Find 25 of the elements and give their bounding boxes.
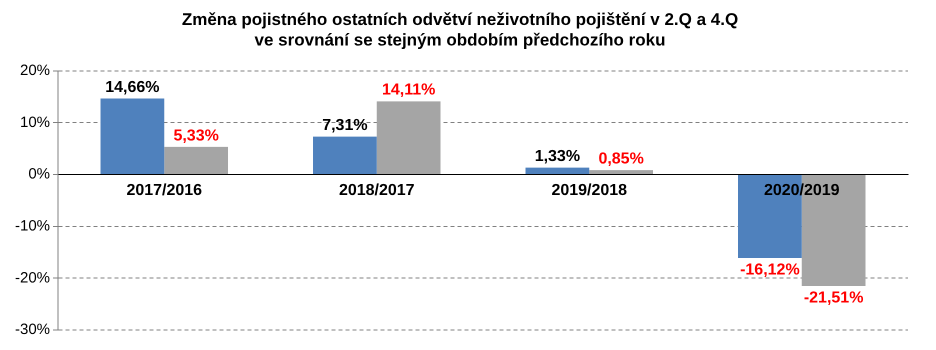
y-tick-label: -30%: [14, 321, 50, 338]
x-tick-label: 2018/2017: [338, 182, 415, 199]
y-tick-label: 20%: [20, 62, 50, 79]
data-label: 14,11%: [382, 82, 436, 99]
data-label: 1,33%: [534, 148, 580, 165]
x-tick-label: 2020/2019: [764, 182, 840, 199]
bar: [313, 136, 377, 174]
y-tick-label: -20%: [14, 269, 50, 286]
x-tick-label: 2017/2016: [126, 182, 202, 199]
y-tick-label: 0%: [28, 166, 50, 183]
x-tick-label: 2019/2018: [551, 182, 628, 199]
chart-title: Změna pojistného ostatních odvětví neživotního pojištění v 2.Q a 4.Q ve srovnání se stejným obdobím předchozího roku: [182, 10, 738, 50]
data-label: -21,51%: [804, 289, 864, 306]
data-label: 0,85%: [598, 150, 644, 168]
bar: [100, 98, 164, 174]
data-label: -16,12%: [740, 261, 800, 278]
bar: [589, 170, 654, 174]
data-label: 5,33%: [173, 127, 219, 144]
y-tick-label: -10%: [14, 217, 50, 234]
bar: [526, 168, 590, 174]
data-label: 7,31%: [322, 116, 368, 134]
y-tick-label: 10%: [20, 114, 50, 131]
bar: [376, 101, 441, 174]
bar: [164, 146, 228, 174]
data-label: 14,66%: [105, 78, 160, 96]
